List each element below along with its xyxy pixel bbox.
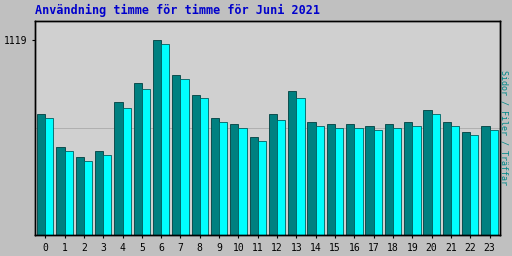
Bar <box>142 89 150 235</box>
Bar <box>366 126 374 235</box>
Bar <box>288 91 296 235</box>
Bar <box>200 99 208 235</box>
Bar <box>277 120 285 235</box>
Bar <box>122 108 131 235</box>
Bar <box>134 83 142 235</box>
Bar <box>153 40 161 235</box>
Bar <box>45 118 53 235</box>
Bar <box>180 79 189 235</box>
Bar <box>269 114 277 235</box>
Bar <box>335 128 343 235</box>
Bar <box>219 122 227 235</box>
Bar <box>95 151 103 235</box>
Bar <box>385 124 393 235</box>
Bar <box>239 128 247 235</box>
Bar <box>103 155 112 235</box>
Bar <box>76 157 84 235</box>
Text: Användning timme för timme för Juni 2021: Användning timme för timme för Juni 2021 <box>35 4 319 17</box>
Bar <box>308 122 316 235</box>
Bar <box>423 110 432 235</box>
Bar <box>65 151 73 235</box>
Bar <box>489 130 498 235</box>
Bar <box>172 75 180 235</box>
Bar <box>412 126 420 235</box>
Bar <box>191 94 200 235</box>
Bar <box>443 122 451 235</box>
Bar <box>161 44 169 235</box>
Bar <box>258 141 266 235</box>
Bar <box>56 147 65 235</box>
Bar <box>37 114 45 235</box>
Bar <box>211 118 219 235</box>
Bar <box>354 128 362 235</box>
Bar <box>470 135 478 235</box>
Bar <box>316 126 324 235</box>
Bar <box>451 126 459 235</box>
Bar <box>481 126 489 235</box>
Bar <box>84 161 92 235</box>
Bar <box>296 99 305 235</box>
Bar <box>404 122 412 235</box>
Bar <box>114 102 122 235</box>
Y-axis label: Sidor / Filer / Träffar: Sidor / Filer / Träffar <box>500 70 508 185</box>
Bar <box>432 114 440 235</box>
Bar <box>393 128 401 235</box>
Bar <box>346 124 354 235</box>
Bar <box>374 130 382 235</box>
Bar <box>249 137 258 235</box>
Bar <box>462 132 470 235</box>
Bar <box>230 124 239 235</box>
Bar <box>327 124 335 235</box>
